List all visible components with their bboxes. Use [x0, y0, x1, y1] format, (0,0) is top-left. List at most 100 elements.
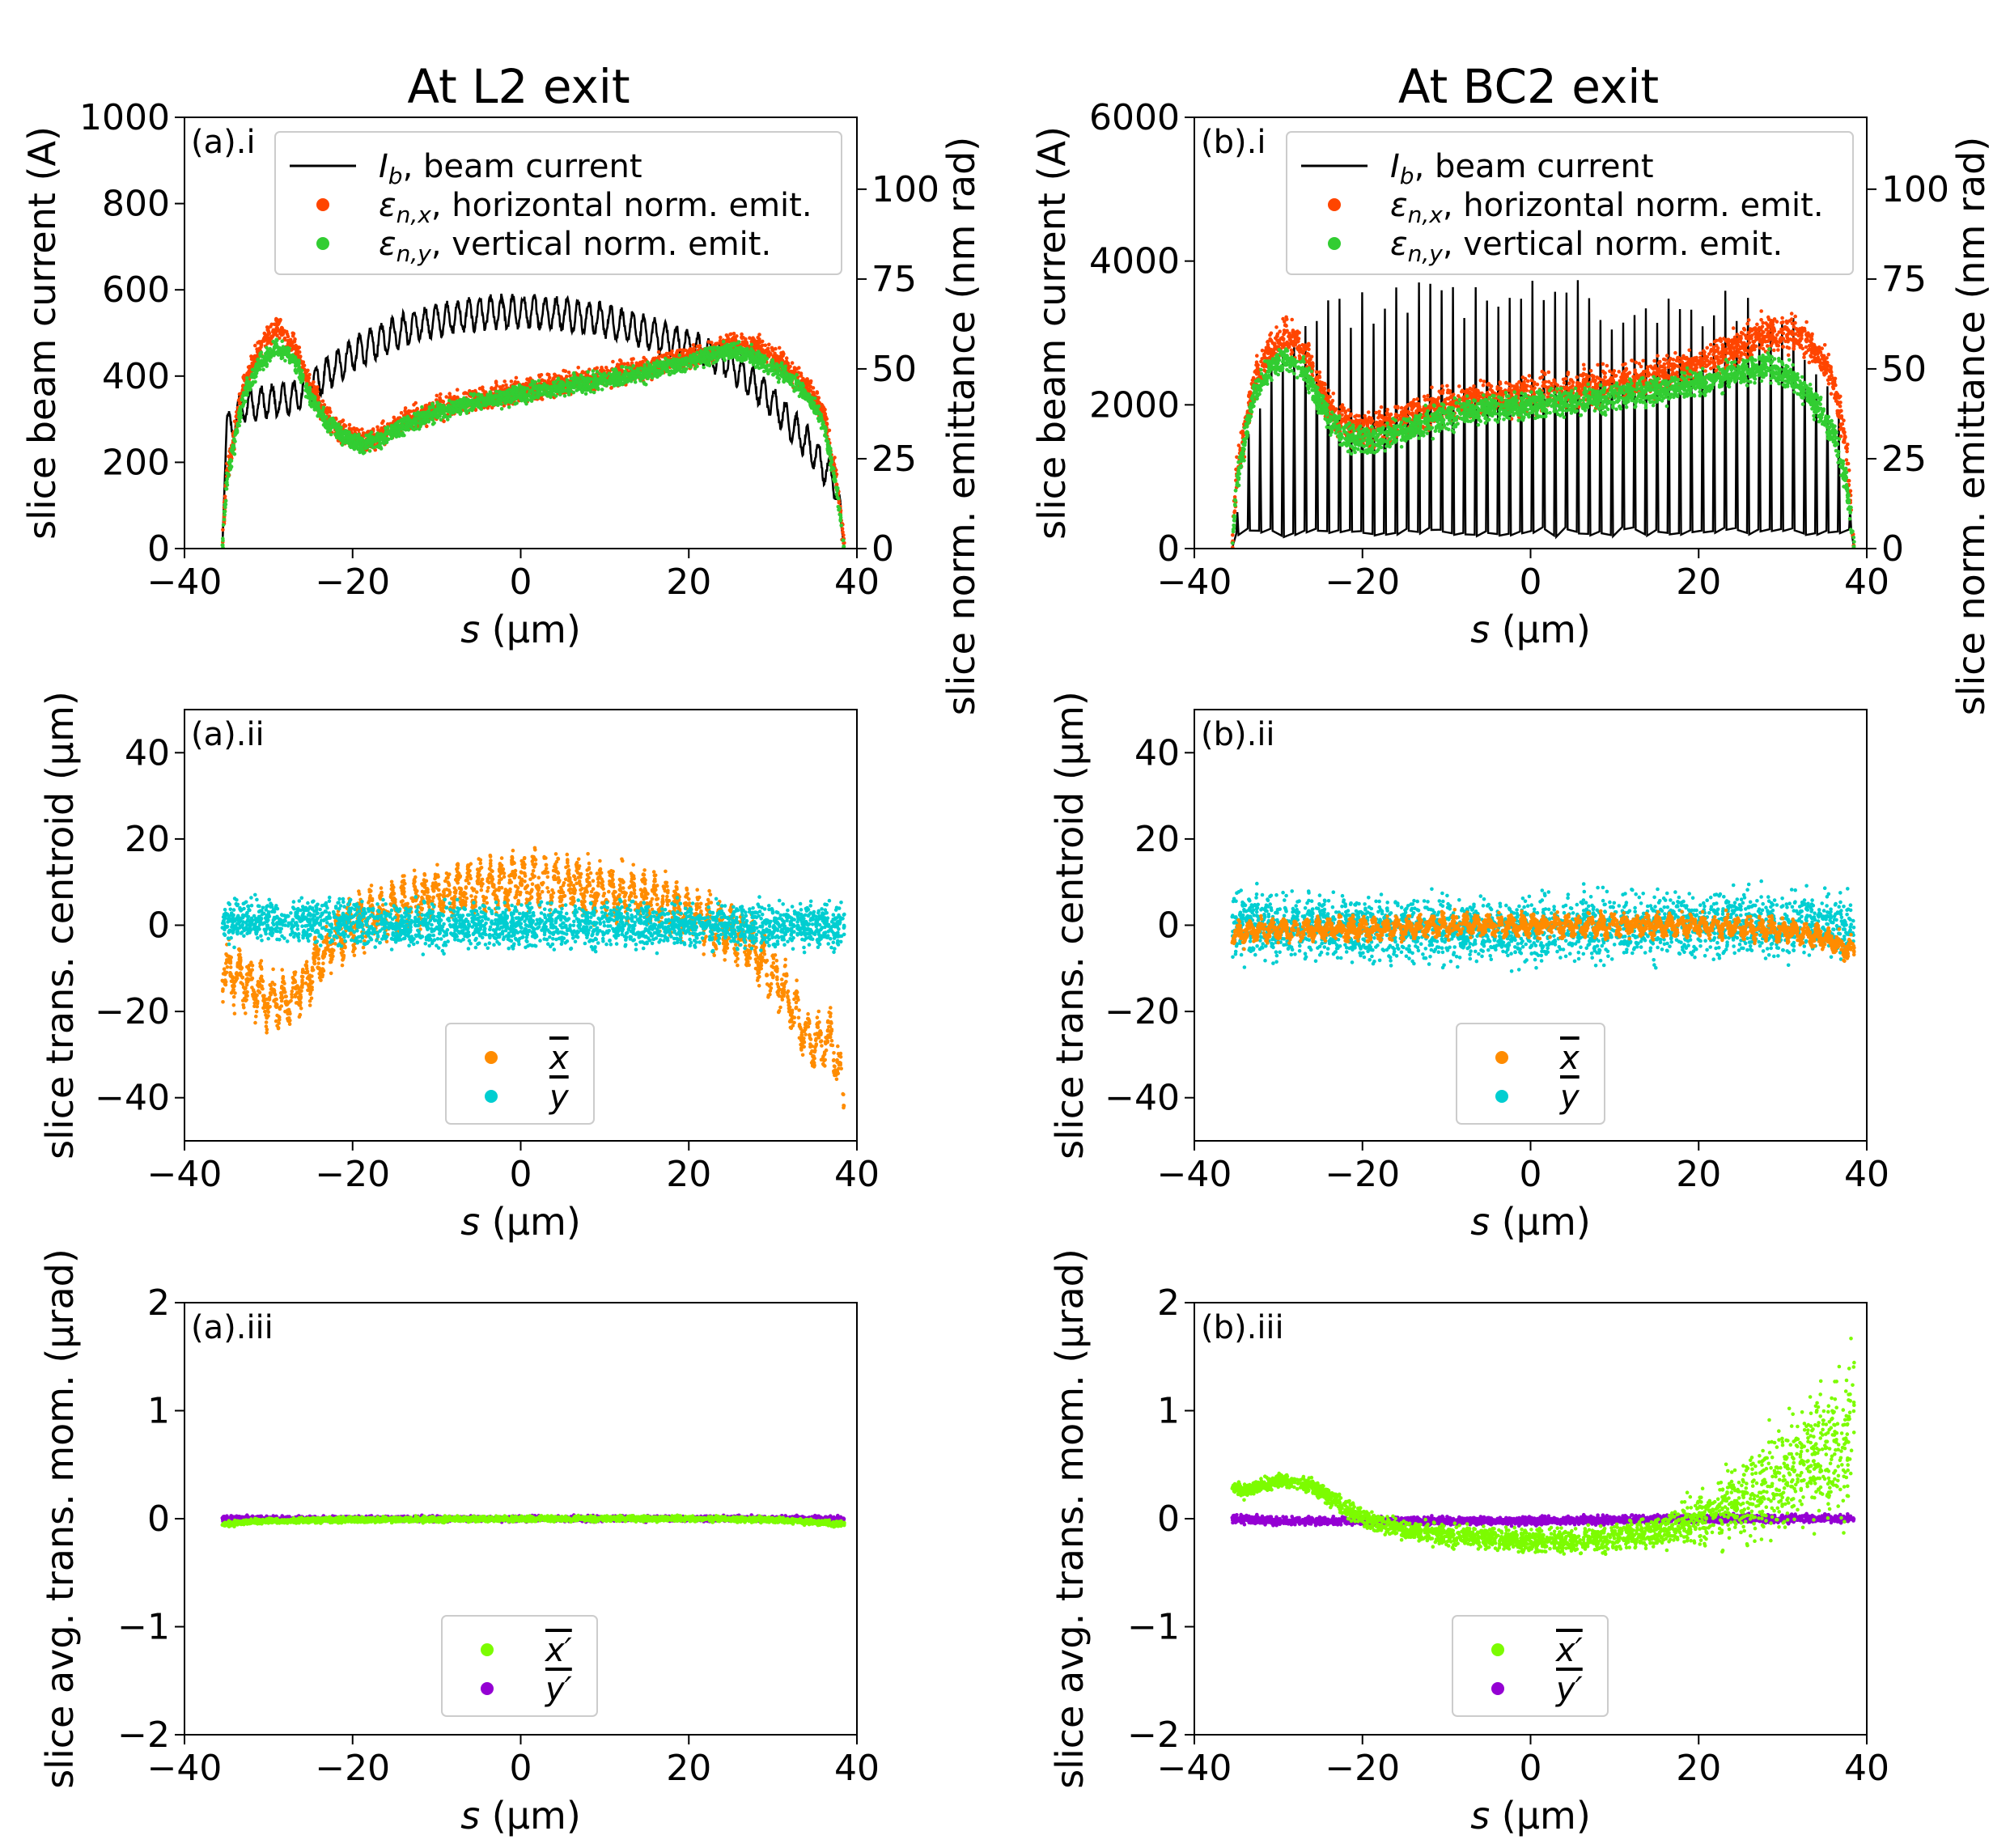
scatter-point: [398, 431, 402, 436]
scatter-point: [647, 363, 651, 368]
scatter-point: [401, 419, 406, 424]
scatter-point: [536, 396, 541, 400]
scatter-point: [679, 369, 683, 374]
scatter-point: [469, 392, 473, 396]
scatter-point: [368, 443, 373, 447]
scatter-point: [223, 502, 228, 507]
scatter-point: [666, 355, 671, 360]
scatter-point: [504, 383, 508, 388]
scatter-point: [462, 391, 466, 396]
scatter-point: [600, 388, 604, 392]
scatter-point: [829, 460, 834, 464]
scatter-point: [409, 409, 413, 413]
scatter-point: [810, 396, 814, 400]
scatter-point: [562, 368, 566, 373]
scatter-point: [536, 379, 541, 383]
scatter-point: [252, 358, 257, 362]
scatter-point: [805, 384, 809, 389]
scatter-point: [418, 424, 422, 429]
scatter-point: [777, 377, 782, 381]
scatter-point: [767, 342, 771, 347]
scatter-point: [532, 391, 536, 395]
scatter-point: [816, 409, 820, 413]
scatter-point: [723, 344, 727, 349]
scatter-point: [221, 528, 225, 532]
scatter-point: [611, 372, 615, 377]
scatter-point: [832, 463, 837, 467]
scatter-point: [707, 363, 712, 368]
scatter-point: [223, 494, 227, 498]
scatter-point: [552, 375, 556, 380]
scatter-point: [834, 485, 838, 490]
scatter-point: [566, 371, 571, 375]
scatter-point: [598, 380, 602, 385]
scatter-point: [736, 358, 740, 362]
scatter-point: [799, 382, 803, 387]
scatter-point: [630, 357, 634, 362]
scatter-point: [352, 447, 357, 451]
scatter-point: [494, 380, 498, 385]
scatter-point: [463, 406, 468, 410]
scatter-point: [280, 355, 285, 360]
scatter-point: [827, 428, 832, 433]
scatter-point: [707, 361, 711, 365]
scatter-point: [619, 368, 624, 372]
scatter-point: [509, 397, 514, 401]
scatter-point: [506, 400, 511, 404]
scatter-point: [757, 340, 762, 345]
scatter-point: [360, 427, 364, 431]
scatter-point: [821, 404, 825, 408]
scatter-point: [695, 359, 700, 363]
scatter-point: [728, 333, 732, 337]
scatter-point: [412, 411, 417, 416]
scatter-point: [288, 359, 292, 363]
scatter-point: [352, 436, 356, 440]
scatter-point: [278, 336, 282, 341]
scatter-point: [509, 379, 514, 384]
scatter-point: [819, 412, 823, 417]
scatter-point: [822, 413, 826, 418]
scatter-point: [448, 395, 452, 399]
scatter-point: [714, 346, 719, 350]
scatter-point: [756, 345, 760, 350]
scatter-point: [540, 397, 545, 401]
scatter-point: [750, 338, 754, 342]
scatter-point: [576, 366, 580, 370]
scatter-point: [435, 393, 439, 398]
scatter-point: [664, 356, 668, 361]
scatter-point: [340, 443, 345, 447]
scatter-point: [731, 332, 736, 336]
scatter-point: [324, 426, 329, 430]
scatter-point: [838, 519, 842, 523]
scatter-point: [399, 411, 404, 415]
scatter-point: [395, 421, 399, 426]
scatter-point: [741, 340, 746, 345]
scatter-point: [712, 360, 716, 365]
scatter-point: [757, 366, 761, 371]
scatter-point: [754, 354, 758, 359]
scatter-point: [224, 487, 228, 491]
scatter-point: [384, 426, 388, 430]
scatter-point: [259, 350, 264, 354]
scatter-point: [375, 425, 380, 430]
scatter-point: [706, 340, 710, 344]
scatter-point: [621, 382, 625, 387]
scatter-point: [776, 379, 781, 384]
scatter-point: [669, 369, 673, 373]
scatter-point: [678, 348, 682, 352]
scatter-point: [282, 328, 286, 333]
scatter-point: [692, 346, 696, 351]
scatter-point: [291, 332, 296, 336]
scatter-point: [545, 372, 549, 377]
scatter-point: [695, 364, 699, 369]
scatter-point: [740, 336, 744, 341]
scatter-point: [786, 379, 790, 384]
scatter-point: [783, 364, 787, 369]
scatter-point: [829, 447, 833, 451]
scatter-point: [374, 436, 378, 441]
scatter-point: [498, 385, 502, 389]
scatter-point: [774, 354, 778, 358]
scatter-point: [458, 411, 462, 415]
scatter-point: [298, 355, 302, 359]
scatter-point: [841, 538, 845, 542]
